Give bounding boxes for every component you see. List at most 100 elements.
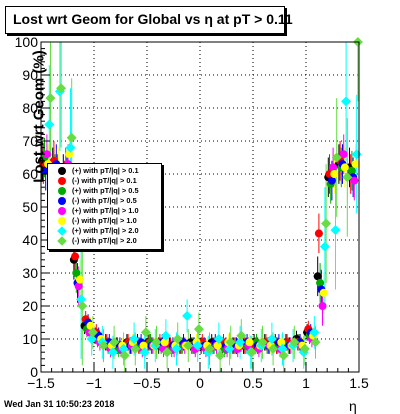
legend-swatch bbox=[58, 177, 66, 185]
legend-item: (+) with pT/|q| > 2.0 bbox=[48, 226, 160, 236]
data-point bbox=[204, 343, 215, 354]
x-tick-label: −1.5 bbox=[27, 375, 55, 391]
data-point bbox=[42, 150, 51, 159]
data-point bbox=[71, 252, 80, 261]
data-point bbox=[289, 337, 300, 348]
data-point bbox=[213, 334, 224, 344]
y-tick-label: 70 bbox=[22, 133, 38, 149]
data-point bbox=[215, 350, 226, 361]
data-point bbox=[277, 338, 286, 347]
data-point bbox=[266, 334, 277, 344]
data-point bbox=[45, 93, 56, 104]
data-point bbox=[109, 337, 120, 348]
legend-swatch bbox=[58, 187, 66, 195]
timestamp-footer: Wed Jan 31 10:50:23 2018 bbox=[4, 399, 115, 409]
data-point bbox=[65, 150, 74, 159]
legend-label: (-) with pT/|q| > 2.0 bbox=[72, 236, 137, 245]
data-point bbox=[76, 294, 87, 305]
tick-label-layer: −1.5 −1 −0.5 0 0.5 1 1.5 0 10 20 30 40 50 60 70 80 90 100 bbox=[15, 34, 369, 391]
data-point bbox=[277, 343, 288, 354]
data-point bbox=[319, 241, 330, 252]
data-point bbox=[350, 176, 359, 185]
data-point bbox=[182, 310, 193, 321]
legend-label: (+) with pT/|q| > 0.1 bbox=[72, 166, 139, 175]
data-point bbox=[340, 163, 349, 172]
data-point bbox=[118, 343, 129, 354]
data-point bbox=[319, 288, 328, 297]
x-tick-label: 1.5 bbox=[349, 375, 369, 391]
data-point bbox=[316, 278, 325, 287]
marker-layer bbox=[38, 37, 363, 361]
y-tick-label: 90 bbox=[22, 67, 38, 83]
y-tick-label: 20 bbox=[22, 298, 38, 314]
data-point bbox=[347, 166, 356, 175]
data-point bbox=[331, 152, 342, 163]
data-point bbox=[330, 225, 341, 236]
data-point bbox=[98, 340, 109, 351]
legend-swatch bbox=[57, 236, 67, 246]
legend-swatch bbox=[58, 207, 66, 215]
legend-swatch bbox=[57, 226, 67, 236]
data-point bbox=[66, 132, 77, 143]
axis-layer bbox=[40, 41, 360, 373]
data-point bbox=[86, 321, 95, 330]
data-point bbox=[235, 337, 246, 348]
data-point bbox=[224, 343, 235, 354]
data-point bbox=[321, 218, 332, 229]
legend-item: (+) with pT/|q| > 0.1 bbox=[48, 166, 160, 176]
data-point bbox=[160, 330, 171, 341]
data-point bbox=[56, 83, 67, 94]
data-point bbox=[119, 350, 130, 361]
data-point bbox=[129, 334, 140, 344]
legend: (+) with pT/|q| > 0.1 (-) with pT/|q| > … bbox=[47, 163, 162, 250]
data-point bbox=[65, 142, 76, 153]
data-point bbox=[268, 343, 279, 354]
y-tick-label: 0 bbox=[30, 364, 38, 380]
y-tick-label: 30 bbox=[22, 265, 38, 281]
data-point bbox=[341, 96, 352, 107]
legend-label: (+) with pT/|q| > 1.0 bbox=[72, 206, 139, 215]
data-point bbox=[329, 163, 338, 172]
legend-swatch bbox=[58, 217, 66, 225]
data-point bbox=[140, 327, 151, 338]
data-point bbox=[172, 334, 183, 344]
legend-label: (-) with pT/|q| > 0.1 bbox=[72, 176, 137, 185]
legend-label: (+) with pT/|q| > 2.0 bbox=[72, 226, 139, 235]
data-point bbox=[74, 282, 83, 291]
data-point bbox=[310, 337, 321, 348]
legend-swatch bbox=[58, 197, 66, 205]
data-point bbox=[327, 176, 336, 185]
data-point bbox=[213, 341, 222, 350]
legend-item: (+) with pT/|q| > 1.0 bbox=[48, 206, 160, 216]
chart-title-box: Lost wrt Geom for Global vs η at pT > 0.… bbox=[5, 6, 293, 34]
data-point bbox=[87, 327, 98, 338]
data-point bbox=[107, 347, 118, 358]
legend-item: (-) with pT/|q| > 0.1 bbox=[48, 176, 160, 186]
x-axis-label: η bbox=[349, 398, 357, 414]
data-point bbox=[44, 119, 55, 130]
legend-item: (-) with pT/|q| > 0.5 bbox=[48, 196, 160, 206]
x-tick-label: −1 bbox=[86, 375, 102, 391]
x-tick-label: 0.5 bbox=[243, 375, 263, 391]
legend-label: (-) with pT/|q| > 0.5 bbox=[72, 196, 137, 205]
y-tick-label: 10 bbox=[22, 331, 38, 347]
data-point bbox=[77, 301, 88, 311]
data-point bbox=[130, 343, 141, 354]
x-tick-label: −0.5 bbox=[133, 375, 161, 391]
data-point bbox=[183, 340, 194, 351]
data-point bbox=[339, 150, 348, 159]
y-tick-label: 100 bbox=[15, 34, 39, 50]
data-point bbox=[162, 347, 173, 358]
data-point bbox=[318, 302, 327, 310]
legend-label: (-) with pT/|q| > 1.0 bbox=[72, 216, 137, 225]
data-point bbox=[278, 350, 289, 361]
data-point bbox=[309, 327, 320, 338]
data-point bbox=[314, 229, 323, 238]
data-point bbox=[72, 269, 81, 277]
legend-item: (-) with pT/|q| > 1.0 bbox=[48, 216, 160, 226]
data-point bbox=[192, 340, 203, 351]
data-point bbox=[160, 338, 169, 347]
y-tick-label: 40 bbox=[22, 232, 38, 248]
y-tick-label: 80 bbox=[22, 100, 38, 116]
